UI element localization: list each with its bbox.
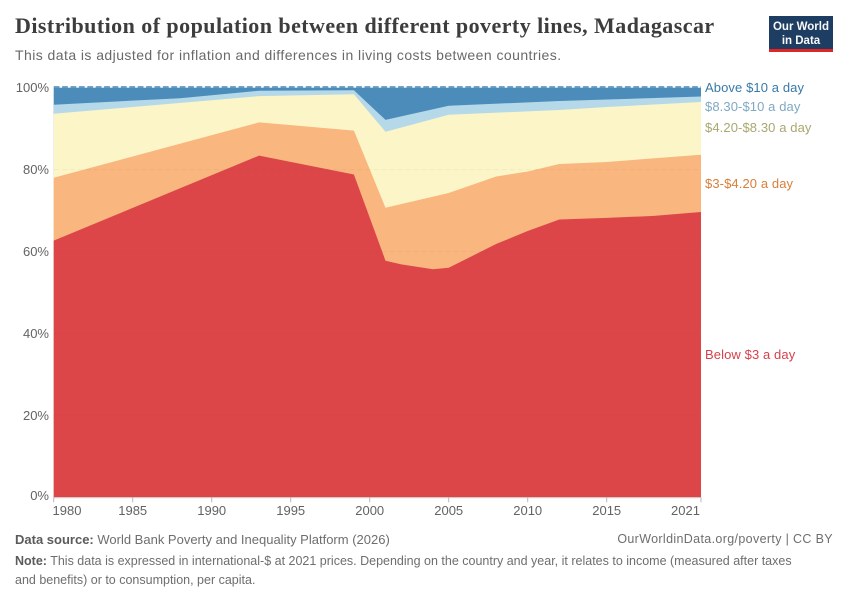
svg-text:100%: 100% — [16, 80, 50, 95]
svg-text:2005: 2005 — [434, 503, 463, 518]
svg-text:1985: 1985 — [118, 503, 147, 518]
svg-text:80%: 80% — [23, 162, 49, 177]
svg-text:2021: 2021 — [671, 503, 700, 518]
svg-text:1990: 1990 — [197, 503, 226, 518]
svg-text:2010: 2010 — [513, 503, 542, 518]
svg-text:60%: 60% — [23, 244, 49, 259]
svg-text:1995: 1995 — [276, 503, 305, 518]
svg-text:20%: 20% — [23, 408, 49, 423]
svg-text:1980: 1980 — [53, 503, 82, 518]
svg-text:2000: 2000 — [355, 503, 384, 518]
svg-text:0%: 0% — [30, 488, 49, 503]
svg-text:40%: 40% — [23, 326, 49, 341]
svg-text:2015: 2015 — [592, 503, 621, 518]
